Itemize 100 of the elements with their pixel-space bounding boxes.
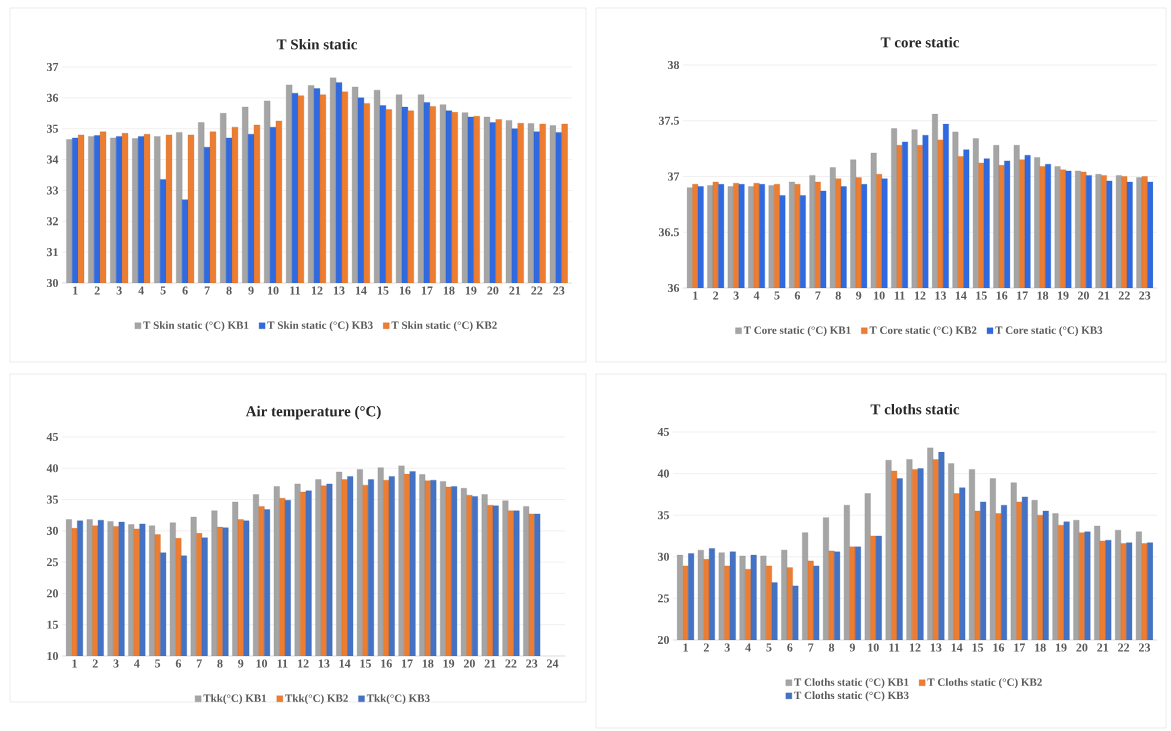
y-tick-label: 32 bbox=[46, 217, 58, 226]
y-tick-label: 37 bbox=[667, 172, 680, 181]
y-tick-label: 38 bbox=[667, 60, 680, 70]
chart-title: T cloths static bbox=[870, 403, 960, 415]
x-tick-label: 21 bbox=[509, 286, 521, 295]
x-tick-label: 19 bbox=[443, 659, 455, 668]
y-tick-label: 30 bbox=[46, 526, 59, 535]
y-tick-label: 20 bbox=[46, 589, 59, 598]
x-tick-label: 15 bbox=[360, 659, 372, 668]
x-tick-label: 2 bbox=[703, 643, 709, 652]
x-tick-label: 1 bbox=[73, 286, 78, 295]
legend-label: Tkk(°C) KB2 bbox=[285, 694, 348, 705]
x-tick-label: 8 bbox=[835, 291, 841, 300]
x-tick-label: 15 bbox=[377, 286, 389, 295]
x-tick-label: 16 bbox=[381, 659, 392, 668]
x-tick-label: 7 bbox=[815, 291, 821, 300]
x-tick-label: 8 bbox=[828, 643, 835, 652]
x-tick-label: 5 bbox=[774, 291, 780, 300]
legend-label: T Core static (°C) KB1 bbox=[743, 326, 851, 337]
x-tick-label: 14 bbox=[951, 643, 963, 652]
x-tick-label: 13 bbox=[318, 659, 330, 668]
x-tick-label: 18 bbox=[1037, 291, 1049, 300]
x-tick-label: 11 bbox=[889, 643, 900, 652]
legend-label: T Cloths static (°C) KB2 bbox=[927, 678, 1042, 689]
legend-label: T Core static (°C) KB2 bbox=[869, 326, 977, 337]
x-tick-label: 4 bbox=[753, 291, 760, 300]
x-tick-label: 16 bbox=[993, 643, 1005, 652]
x-tick-label: 3 bbox=[724, 643, 730, 652]
legend-label: T Skin static (°C) KB3 bbox=[267, 321, 373, 332]
y-tick-label: 20 bbox=[657, 635, 670, 645]
x-tick-label: 9 bbox=[856, 291, 862, 300]
chart-title: T Skin static bbox=[276, 38, 358, 50]
x-tick-label: 18 bbox=[1035, 643, 1046, 652]
x-tick-label: 7 bbox=[204, 286, 210, 295]
x-tick-label: 12 bbox=[298, 659, 309, 668]
x-tick-label: 4 bbox=[138, 286, 144, 295]
x-tick-label: 24 bbox=[547, 659, 559, 668]
x-tick-label: 10 bbox=[868, 643, 879, 652]
x-tick-label: 5 bbox=[155, 659, 161, 668]
x-tick-label: 12 bbox=[909, 643, 921, 652]
x-tick-label: 21 bbox=[1098, 291, 1110, 300]
x-tick-label: 11 bbox=[277, 659, 288, 668]
x-tick-label: 8 bbox=[226, 286, 232, 295]
x-tick-label: 12 bbox=[311, 286, 323, 295]
legend-label: T Skin static (°C) KB1 bbox=[143, 321, 249, 332]
x-tick-label: 7 bbox=[196, 659, 202, 668]
x-tick-label: 22 bbox=[505, 659, 517, 668]
x-tick-label: 2 bbox=[94, 286, 100, 295]
y-tick-label: 36 bbox=[46, 93, 59, 102]
x-tick-label: 9 bbox=[238, 659, 244, 668]
y-tick-label: 25 bbox=[46, 558, 59, 567]
x-tick-label: 6 bbox=[175, 659, 182, 668]
x-tick-label: 19 bbox=[465, 286, 477, 295]
x-tick-label: 17 bbox=[1017, 291, 1028, 300]
x-tick-label: 13 bbox=[935, 291, 947, 300]
x-tick-label: 22 bbox=[1118, 291, 1130, 300]
chart-title: Air temperature (°C) bbox=[245, 405, 381, 420]
y-tick-label: 10 bbox=[47, 651, 59, 661]
y-tick-label: 35 bbox=[46, 124, 59, 133]
legend-label: Tkk(°C) KB1 bbox=[203, 694, 267, 705]
x-tick-label: 17 bbox=[401, 659, 413, 668]
x-tick-label: 6 bbox=[787, 643, 793, 652]
x-tick-label: 4 bbox=[745, 643, 751, 652]
legend-label: T Cloths static (°C) KB1 bbox=[794, 678, 909, 689]
y-tick-label: 34 bbox=[46, 155, 59, 164]
x-tick-label: 13 bbox=[930, 643, 942, 652]
x-tick-label: 14 bbox=[955, 291, 967, 300]
x-tick-label: 10 bbox=[256, 659, 268, 668]
x-tick-label: 23 bbox=[1138, 643, 1151, 652]
y-tick-label: 40 bbox=[46, 464, 59, 473]
x-tick-label: 20 bbox=[463, 659, 475, 668]
legend-label: T Skin static (°C) KB2 bbox=[391, 321, 497, 332]
x-tick-label: 18 bbox=[422, 659, 434, 668]
x-tick-label: 22 bbox=[1118, 643, 1130, 652]
chart-title: T core static bbox=[880, 36, 960, 48]
y-tick-label: 45 bbox=[46, 432, 59, 441]
x-tick-label: 4 bbox=[133, 659, 140, 668]
y-tick-label: 37.5 bbox=[658, 116, 680, 125]
y-tick-label: 15 bbox=[47, 620, 59, 629]
x-tick-label: 5 bbox=[766, 643, 772, 652]
x-tick-label: 9 bbox=[849, 643, 855, 652]
x-tick-label: 19 bbox=[1057, 291, 1069, 300]
x-tick-label: 14 bbox=[339, 659, 351, 668]
y-tick-label: 33 bbox=[46, 186, 59, 195]
y-tick-label: 45 bbox=[657, 427, 670, 436]
x-tick-label: 19 bbox=[1055, 643, 1067, 652]
x-tick-label: 10 bbox=[268, 286, 279, 295]
y-tick-label: 30 bbox=[657, 552, 670, 561]
y-tick-label: 25 bbox=[657, 594, 670, 603]
x-tick-label: 22 bbox=[531, 286, 543, 295]
x-tick-label: 11 bbox=[894, 291, 905, 300]
y-tick-label: 35 bbox=[657, 511, 670, 520]
x-tick-label: 8 bbox=[217, 659, 223, 668]
x-tick-label: 15 bbox=[972, 643, 984, 652]
x-tick-label: 10 bbox=[874, 291, 885, 300]
x-tick-label: 21 bbox=[1097, 643, 1109, 652]
x-tick-label: 1 bbox=[693, 291, 698, 300]
x-tick-label: 2 bbox=[713, 291, 719, 300]
legend-label: T Cloths static (°C) KB3 bbox=[794, 691, 909, 702]
legend-label: T Core static (°C) KB3 bbox=[995, 326, 1103, 337]
